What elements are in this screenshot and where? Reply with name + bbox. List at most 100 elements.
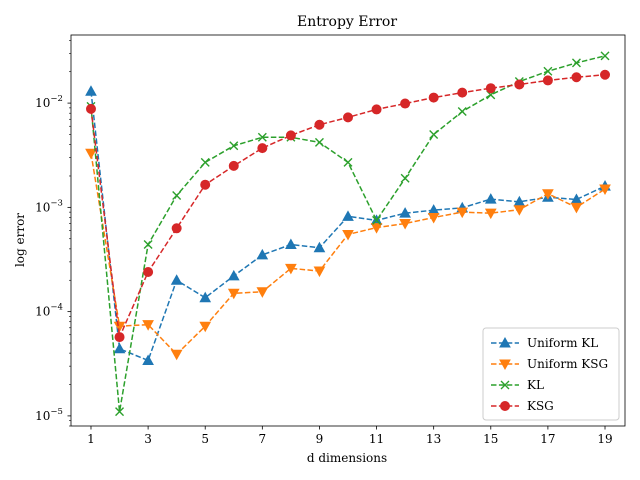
data-point-uniform-ksg — [313, 266, 326, 278]
data-point-uniform-kl — [484, 193, 497, 204]
legend-label: KSG — [527, 399, 554, 413]
legend-marker — [499, 359, 511, 371]
data-point-kl — [257, 132, 267, 142]
legend-marker — [500, 401, 510, 411]
data-point-ksg — [85, 103, 96, 114]
data-point-kl — [372, 215, 382, 225]
legend-entry-uniform-kl: Uniform KL — [491, 336, 598, 350]
data-point-uniform-ksg — [599, 184, 611, 196]
legend-label: KL — [527, 378, 544, 392]
y-tick-label: 10−3 — [35, 198, 63, 214]
plot-layer — [85, 51, 611, 417]
data-point-kl — [400, 173, 410, 183]
y-tick-label: 10−5 — [35, 407, 63, 423]
legend-marker — [499, 336, 511, 348]
series-line-uniform-ksg — [90, 153, 606, 356]
series-line-uniform-kl — [90, 91, 606, 362]
data-point-uniform-ksg — [85, 148, 97, 160]
data-point-kl — [571, 58, 581, 68]
data-point-ksg — [257, 143, 268, 154]
data-point-ksg — [371, 104, 382, 115]
data-point-ksg — [514, 79, 525, 90]
data-point-ksg — [542, 75, 553, 86]
data-point-ksg — [571, 72, 582, 83]
data-point-uniform-kl — [170, 274, 183, 285]
data-point-kl — [314, 137, 324, 147]
data-point-uniform-kl — [342, 210, 354, 221]
data-point-uniform-ksg — [484, 208, 497, 220]
y-tick-label: 10−4 — [35, 303, 63, 319]
data-point-uniform-kl — [199, 291, 212, 303]
data-point-uniform-ksg — [113, 321, 126, 333]
data-point-ksg — [400, 98, 411, 109]
data-point-uniform-ksg — [399, 219, 411, 230]
data-point-ksg — [428, 92, 439, 103]
data-point-kl — [543, 66, 553, 76]
x-tick-label: 11 — [369, 432, 384, 446]
legend-marker — [500, 380, 510, 390]
data-point-kl — [457, 107, 467, 117]
x-tick-label: 7 — [259, 432, 267, 446]
legend-entry-ksg: KSG — [491, 399, 554, 413]
data-point-uniform-kl — [256, 248, 269, 260]
data-point-uniform-ksg — [256, 287, 269, 298]
data-point-ksg — [171, 223, 182, 234]
data-point-ksg — [200, 179, 211, 190]
x-tick-label: 1 — [87, 432, 95, 446]
legend-entry-kl: KL — [491, 378, 544, 392]
data-point-uniform-ksg — [342, 229, 354, 241]
legend-entry-uniform-ksg: Uniform KSG — [491, 357, 608, 371]
data-point-uniform-kl — [313, 241, 326, 253]
data-point-kl — [172, 190, 182, 200]
data-point-uniform-kl — [142, 354, 154, 365]
data-point-kl — [115, 407, 125, 417]
data-point-uniform-ksg — [227, 288, 240, 300]
data-point-kl — [429, 129, 439, 139]
data-point-ksg — [343, 112, 353, 123]
x-tick-label: 3 — [144, 432, 152, 446]
data-point-kl — [200, 157, 210, 167]
y-axis-label: log error — [13, 213, 27, 267]
series-uniform-ksg — [85, 148, 611, 361]
data-point-ksg — [228, 160, 239, 171]
legend-box — [482, 327, 620, 421]
data-point-uniform-ksg — [142, 320, 154, 331]
data-point-uniform-kl — [85, 85, 97, 96]
data-point-uniform-ksg — [570, 202, 583, 214]
y-tick-label: 10−2 — [35, 94, 63, 110]
x-tick-label: 15 — [483, 432, 498, 446]
x-tick-label: 5 — [201, 432, 209, 446]
data-point-uniform-ksg — [542, 189, 554, 200]
data-point-uniform-ksg — [456, 207, 469, 219]
legend-label: Uniform KL — [527, 336, 598, 350]
data-point-uniform-ksg — [170, 349, 183, 361]
x-tick-label: 17 — [540, 432, 555, 446]
data-point-ksg — [143, 266, 154, 277]
data-point-ksg — [600, 69, 611, 80]
x-tick-label: 13 — [426, 432, 441, 446]
data-point-uniform-kl — [399, 207, 411, 218]
data-point-uniform-ksg — [427, 212, 440, 224]
data-point-kl — [229, 141, 239, 151]
data-point-ksg — [314, 119, 325, 130]
legend: Uniform KL Uniform KSG KL KSG — [482, 327, 620, 421]
data-point-uniform-kl — [285, 238, 297, 250]
data-point-ksg — [285, 130, 296, 141]
data-point-uniform-ksg — [370, 223, 383, 234]
data-point-kl — [143, 240, 153, 250]
chart-title: Entropy Error — [297, 14, 397, 30]
series-uniform-kl — [85, 85, 611, 365]
data-point-uniform-ksg — [513, 205, 526, 216]
data-point-uniform-kl — [113, 342, 126, 354]
data-point-ksg — [114, 332, 125, 343]
data-point-uniform-ksg — [199, 321, 212, 333]
plot-title-group: Entropy Error — [297, 14, 397, 30]
data-point-ksg — [485, 83, 496, 94]
data-point-kl — [343, 157, 353, 167]
x-tick-label: 19 — [597, 432, 612, 446]
data-point-uniform-kl — [227, 269, 240, 281]
legend-label: Uniform KSG — [527, 357, 608, 371]
data-point-ksg — [457, 87, 468, 98]
